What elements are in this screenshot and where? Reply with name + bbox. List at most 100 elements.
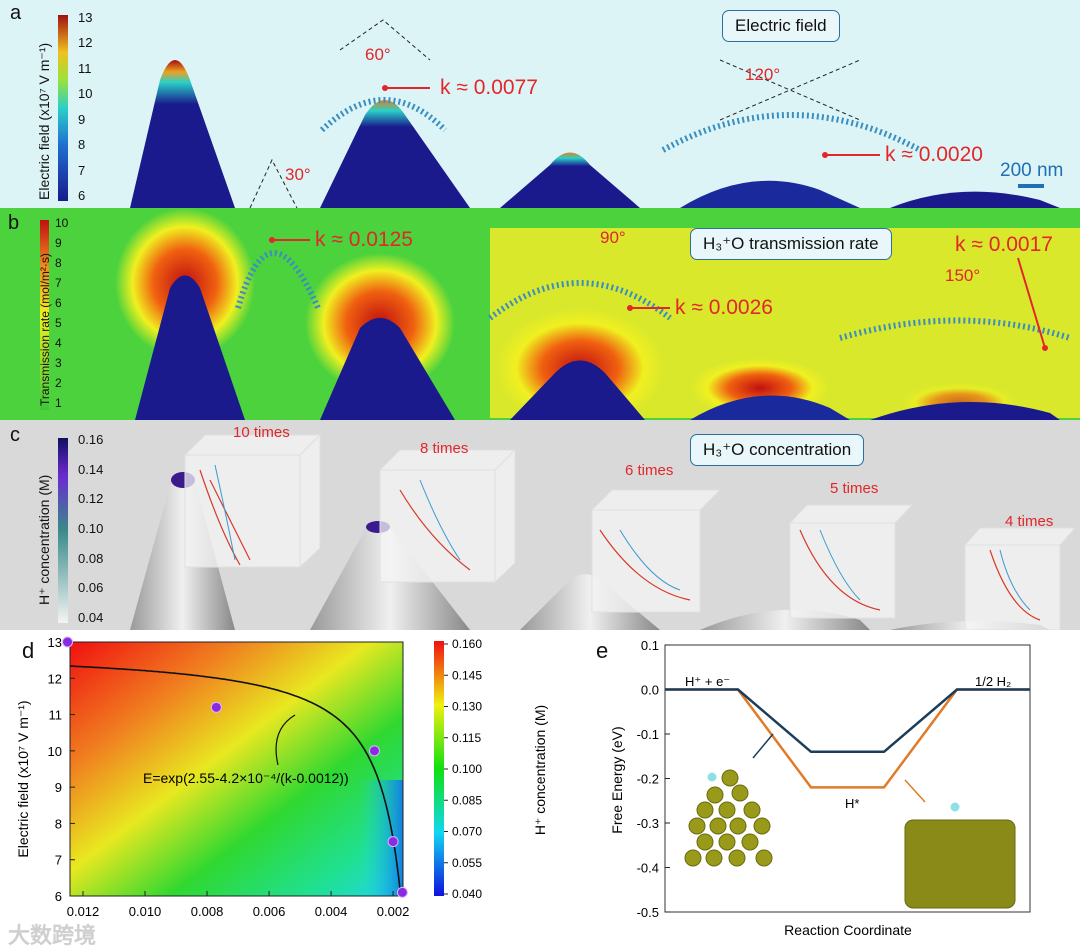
angle-label: 120° <box>745 65 781 84</box>
colorbar-tick-label: 0.115 <box>452 731 481 745</box>
curvature-label: k ≈ 0.0017 <box>955 233 1053 256</box>
data-point <box>396 886 408 898</box>
y-tick-label: -0.2 <box>637 772 659 787</box>
y-tick-label: 12 <box>48 671 62 686</box>
x-tick-label: 0.002 <box>377 904 410 919</box>
y-tick-label: 0.0 <box>641 683 659 698</box>
panel-title: H₃⁺O concentration <box>690 434 865 466</box>
panel-label: a <box>10 2 22 24</box>
colorbar-tick-label: 0.040 <box>452 887 482 901</box>
x-tick-label: 0.006 <box>253 904 286 919</box>
y-tick-label: 6 <box>55 889 62 904</box>
y-tick-label: 0.1 <box>641 638 659 653</box>
angle-label: 90° <box>600 228 626 247</box>
data-point <box>210 701 222 713</box>
y-axis-label: Free Energy (eV) <box>609 726 625 833</box>
colorbar-tick: 9 <box>78 111 86 127</box>
curvature-label: k ≈ 0.0020 <box>885 143 983 166</box>
colorbar-d <box>434 641 444 896</box>
x-axis-label: Reaction Coordinate <box>784 922 912 938</box>
colorbar-label: H⁺ concentration (M) <box>36 474 52 605</box>
x-axis-label: Curvature (nm⁻¹) <box>183 927 289 930</box>
intermediate-label: H* <box>845 796 859 811</box>
y-tick-label: 10 <box>48 744 62 759</box>
angle-label: 150° <box>945 266 981 285</box>
panel-title: Electric field <box>722 10 840 42</box>
flat-surface-illustration <box>904 819 1016 909</box>
colorbar-tick: 9 <box>55 236 62 250</box>
times-label: 6 times <box>625 462 674 479</box>
colorbar-tick: 6 <box>55 296 62 310</box>
colorbar-tick: 0.04 <box>78 610 104 625</box>
colorbar-tick: 13 <box>78 10 93 25</box>
x-tick-label: 0.010 <box>129 904 162 919</box>
colorbar-label: Transmission rate (mol/m²·s) <box>38 253 52 406</box>
colorbar-tick: 8 <box>78 137 86 153</box>
colorbar-tick: 2 <box>55 376 62 390</box>
y-tick-label: 7 <box>55 853 62 868</box>
colorbar-tick: 12 <box>78 35 93 51</box>
y-tick-label: 8 <box>55 816 62 831</box>
colorbar-tick: 7 <box>55 276 62 290</box>
colorbar-tick: 5 <box>55 316 62 330</box>
y-tick-label: -0.3 <box>637 816 659 831</box>
colorbar-tick: 0.10 <box>78 521 104 536</box>
colorbar-tick-label: 0.055 <box>452 856 482 870</box>
y-tick-label: 9 <box>55 780 62 795</box>
panel-a-electric-field: a Electric field (x10⁷ V m⁻¹) 13 12 11 10 9 8… <box>0 0 1080 208</box>
cone-2 <box>320 100 470 208</box>
colorbar-tick: 7 <box>78 162 86 178</box>
curvature-label: k ≈ 0.0077 <box>440 76 538 99</box>
colorbar-a <box>58 15 68 201</box>
colorbar-b <box>40 220 49 410</box>
panel-b-graphic <box>40 208 1080 420</box>
colorbar-tick: 8 <box>55 256 62 270</box>
panel-label: b <box>8 212 20 234</box>
colorbar-tick: 0.14 <box>78 461 104 477</box>
curvature-label: k ≈ 0.0026 <box>675 296 773 319</box>
fit-equation: E=exp(2.55-4.2×10⁻⁴/(k-0.0012)) <box>143 770 349 786</box>
colorbar-tick: 10 <box>55 216 69 230</box>
chart-d: 0.012 0.010 0.008 0.006 0.004 0.002 13 12 11 10 9 8… <box>15 635 548 930</box>
colorbar-tick: 0.12 <box>78 491 104 507</box>
panel-label: c <box>10 424 20 446</box>
colorbar-label: Electric field (x10⁷ V m⁻¹) <box>36 42 52 200</box>
atom-chain <box>319 97 448 133</box>
colorbar-tick-label: 0.085 <box>452 793 482 807</box>
y-tick-label: -0.1 <box>637 727 659 742</box>
colorbar-tick-label: 0.100 <box>452 762 482 776</box>
colorbar-tick: 4 <box>55 336 62 350</box>
scale-bar-label: 200 nm <box>1000 160 1064 181</box>
colorbar-tick: 6 <box>78 188 86 203</box>
y-tick-label: -0.5 <box>637 905 659 920</box>
x-tick-label: 0.008 <box>191 904 224 919</box>
data-point <box>387 836 399 848</box>
colorbar-tick-label: 0.130 <box>452 700 482 714</box>
colorbar-tick: 0.08 <box>78 550 104 566</box>
panel-c-graphic <box>58 433 1077 630</box>
x-tick-label: 0.012 <box>67 904 100 919</box>
scale-bar <box>1018 184 1044 188</box>
colorbar-tick: 0.06 <box>78 580 104 596</box>
watermark: 大数跨境 <box>8 923 97 948</box>
colorbar-tick-label: 0.160 <box>452 637 482 651</box>
colorbar-tick: 11 <box>78 60 92 76</box>
times-label: 5 times <box>830 480 879 497</box>
atom-chain <box>661 112 922 153</box>
x-tick-label: 0.004 <box>315 904 348 919</box>
y-tick-label: -0.4 <box>637 861 659 876</box>
y-axis-label: Electric field (x10⁷ V m⁻¹) <box>15 700 31 857</box>
colorbar-tick: 3 <box>55 356 62 370</box>
colorbar-tick-label: 0.145 <box>452 668 482 682</box>
colorbar-tick: 0.16 <box>78 432 104 447</box>
times-label: 8 times <box>420 440 469 457</box>
colorbar-tick-label: 0.070 <box>452 825 482 839</box>
colorbar-c <box>58 438 68 623</box>
y-tick-label: 13 <box>48 635 62 650</box>
cone-1 <box>130 60 235 208</box>
energy-line-tip <box>665 688 1030 754</box>
times-label: 10 times <box>233 424 290 441</box>
angle-label: 60° <box>365 45 391 64</box>
times-label: 4 times <box>1005 513 1054 530</box>
energy-line-flat <box>665 688 1030 789</box>
